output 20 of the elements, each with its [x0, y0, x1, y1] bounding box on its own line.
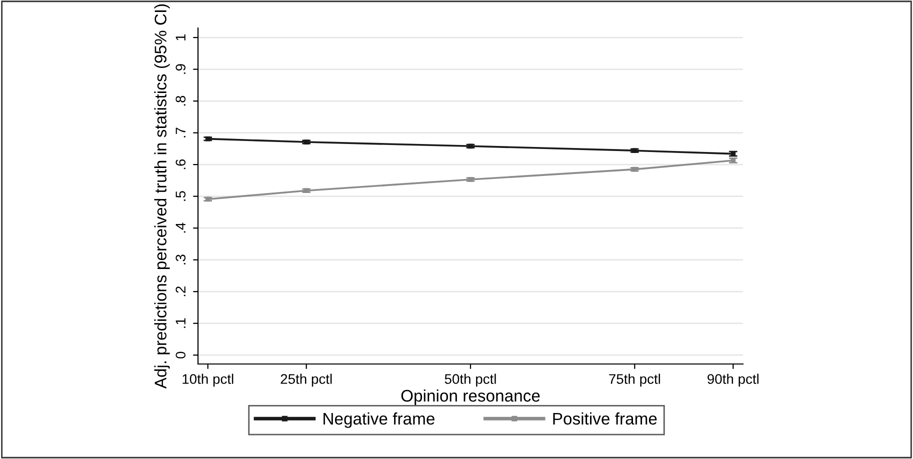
- y-tick-label: .5: [176, 191, 186, 201]
- x-axis-title: Opinion resonance: [401, 389, 540, 405]
- y-tick-label: .8: [176, 96, 186, 106]
- legend-label: Positive frame: [553, 412, 657, 425]
- x-tick-label: 10th pctl: [182, 374, 234, 387]
- x-tick-label: 90th pctl: [708, 374, 758, 387]
- legend-label: Negative frame: [324, 412, 434, 428]
- x-tick-label: 75th pctl: [609, 374, 660, 387]
- y-tick-label: .1: [176, 318, 186, 328]
- x-tick-label: 25th pctl: [280, 374, 332, 387]
- x-tick-label: 50th pctl: [444, 374, 496, 387]
- y-axis-title: Adj. predictions perceived truth in statistics (95% CI): [154, 4, 170, 389]
- y-tick-label: .6: [176, 159, 186, 170]
- y-tick-label: 1: [176, 34, 186, 40]
- y-tick-label: .7: [176, 128, 186, 138]
- y-tick-label: .3: [176, 254, 186, 264]
- y-tick-label: .9: [176, 64, 186, 74]
- y-tick-label: 0: [176, 352, 186, 358]
- y-tick-label: .2: [176, 286, 186, 296]
- y-tick-label: .4: [176, 222, 186, 233]
